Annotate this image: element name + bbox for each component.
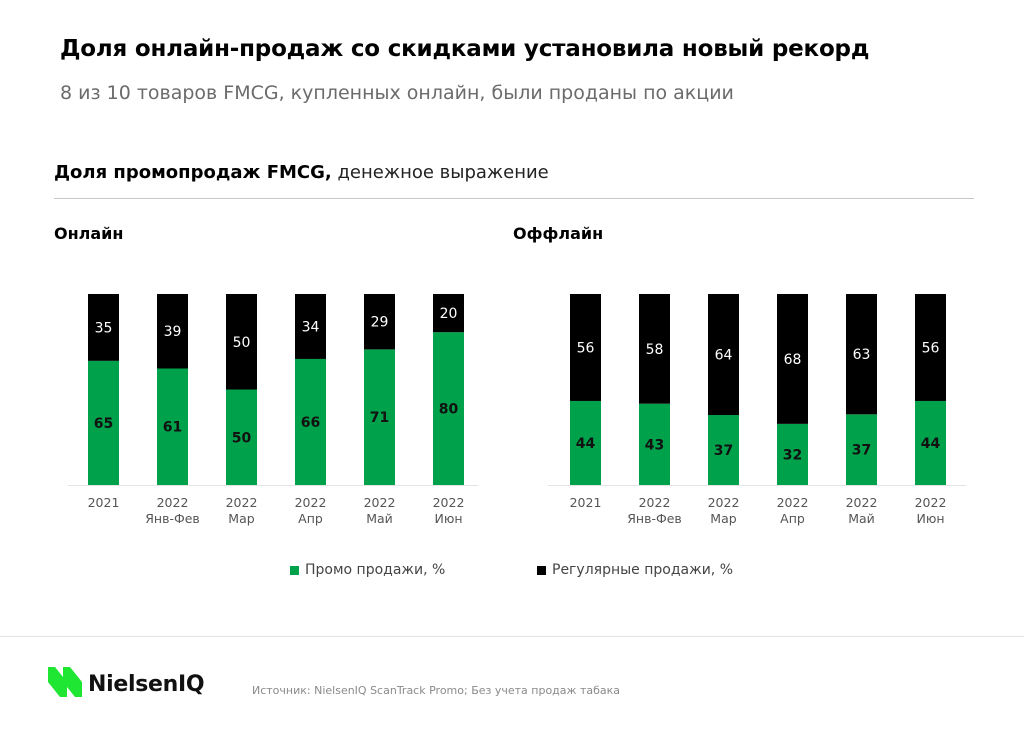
chart-title-offline: Оффлайн — [513, 224, 604, 243]
x-tick-label-offline-4-1: Май — [848, 511, 875, 526]
bar-promo-offline-2 — [708, 415, 739, 485]
data-label-promo-offline-0: 44 — [576, 436, 596, 452]
data-label-regular-online-5: 20 — [440, 306, 458, 322]
data-label-regular-offline-2: 64 — [715, 348, 733, 364]
data-label-regular-online-0: 35 — [95, 320, 113, 336]
bar-regular-online-1 — [157, 294, 188, 369]
bar-regular-online-2 — [226, 294, 257, 390]
section-title-bold: Доля промопродаж FMCG, — [54, 162, 332, 183]
legend-item-regular: Регулярные продажи, % — [537, 562, 733, 578]
data-label-regular-offline-5: 56 — [922, 340, 940, 356]
data-label-promo-online-0: 65 — [94, 416, 113, 432]
bar-regular-online-3 — [295, 294, 326, 359]
data-label-promo-online-2: 50 — [232, 430, 252, 446]
x-tick-label-offline-5-0: 2022 — [915, 495, 947, 510]
x-tick-label-offline-3-1: Апр — [780, 511, 805, 526]
bar-regular-offline-0 — [570, 294, 601, 401]
page-title: Доля онлайн-продаж со скидками установил… — [60, 36, 870, 62]
data-label-regular-online-2: 50 — [233, 335, 251, 351]
x-tick-label-offline-4-0: 2022 — [846, 495, 878, 510]
legend-item-promo: Промо продажи, % — [290, 562, 445, 578]
data-label-regular-offline-0: 56 — [577, 340, 595, 356]
x-tick-label-online-1-1: Янв-Фев — [145, 511, 200, 526]
data-label-regular-online-1: 39 — [164, 324, 182, 340]
bar-regular-online-0 — [88, 294, 119, 361]
x-tick-label-online-4-0: 2022 — [364, 495, 396, 510]
data-label-regular-online-4: 29 — [371, 315, 389, 331]
x-tick-label-online-1-0: 2022 — [157, 495, 189, 510]
bar-promo-offline-5 — [915, 400, 946, 485]
bar-promo-offline-3 — [777, 423, 808, 485]
nielseniq-logo: NielsenIQ — [48, 667, 205, 697]
source-note: Источник: NielsenIQ ScanTrack Promo; Без… — [252, 684, 620, 697]
section-divider — [54, 198, 974, 199]
x-tick-label-offline-3-0: 2022 — [777, 495, 809, 510]
charts-canvas: 6535202161392022Янв-Фев50502022Мар663420… — [68, 294, 966, 526]
legend-label-regular: Регулярные продажи, % — [552, 562, 734, 578]
data-label-promo-online-3: 66 — [301, 415, 320, 431]
legend-label-promo: Промо продажи, % — [305, 562, 446, 578]
bar-promo-offline-4 — [846, 414, 877, 485]
x-tick-label-online-5-1: Июн — [434, 511, 462, 526]
legend-swatch-promo — [290, 565, 299, 575]
bar-promo-offline-0 — [570, 400, 601, 485]
data-label-regular-offline-4: 63 — [853, 347, 871, 363]
chart-title-online: Онлайн — [54, 224, 124, 243]
bar-regular-offline-3 — [777, 294, 808, 424]
bar-promo-online-0 — [88, 360, 119, 485]
data-label-regular-online-3: 34 — [302, 319, 320, 335]
bar-regular-offline-1 — [639, 294, 670, 404]
x-tick-label-offline-5-1: Июн — [916, 511, 944, 526]
x-tick-label-online-5-0: 2022 — [433, 495, 465, 510]
data-label-promo-offline-1: 43 — [645, 437, 664, 453]
bar-promo-online-2 — [226, 389, 257, 485]
x-tick-label-online-0-0: 2021 — [88, 495, 120, 510]
bar-regular-online-5 — [433, 294, 464, 333]
data-label-promo-offline-4: 37 — [852, 443, 871, 459]
x-tick-label-online-2-1: Мар — [228, 511, 254, 526]
section-title: Доля промопродаж FMCG, денежное выражени… — [54, 162, 549, 183]
data-label-regular-offline-3: 68 — [784, 352, 802, 368]
x-tick-label-online-3-1: Апр — [298, 511, 323, 526]
bar-regular-offline-4 — [846, 294, 877, 415]
footer-divider — [0, 636, 1024, 637]
data-label-promo-offline-2: 37 — [714, 443, 733, 459]
bar-promo-online-5 — [433, 332, 464, 485]
logo-text: NielsenIQ — [88, 672, 205, 697]
bar-promo-online-1 — [157, 368, 188, 485]
x-tick-label-online-4-1: Май — [366, 511, 393, 526]
section-title-rest: денежное выражение — [331, 162, 549, 183]
bar-promo-online-4 — [364, 349, 395, 485]
bar-regular-online-4 — [364, 294, 395, 350]
bar-regular-offline-5 — [915, 294, 946, 401]
page-subtitle: 8 из 10 товаров FMCG, купленных онлайн, … — [60, 82, 734, 104]
data-label-promo-online-5: 80 — [439, 402, 459, 418]
data-label-regular-offline-1: 58 — [646, 342, 664, 358]
data-label-promo-offline-5: 44 — [921, 436, 941, 452]
x-tick-label-online-3-0: 2022 — [295, 495, 327, 510]
logo-mark-icon — [48, 667, 82, 697]
x-tick-label-offline-2-1: Мар — [710, 511, 736, 526]
data-label-promo-offline-3: 32 — [783, 447, 802, 463]
legend-swatch-regular — [537, 565, 546, 575]
bar-regular-offline-2 — [708, 294, 739, 416]
x-tick-label-offline-1-1: Янв-Фев — [627, 511, 682, 526]
x-tick-label-online-2-0: 2022 — [226, 495, 258, 510]
data-label-promo-online-4: 71 — [370, 410, 389, 426]
x-tick-label-offline-0-0: 2021 — [570, 495, 602, 510]
x-tick-label-offline-1-0: 2022 — [639, 495, 671, 510]
x-tick-label-offline-2-0: 2022 — [708, 495, 740, 510]
bar-promo-offline-1 — [639, 403, 670, 485]
data-label-promo-online-1: 61 — [163, 420, 182, 436]
bar-promo-online-3 — [295, 358, 326, 485]
